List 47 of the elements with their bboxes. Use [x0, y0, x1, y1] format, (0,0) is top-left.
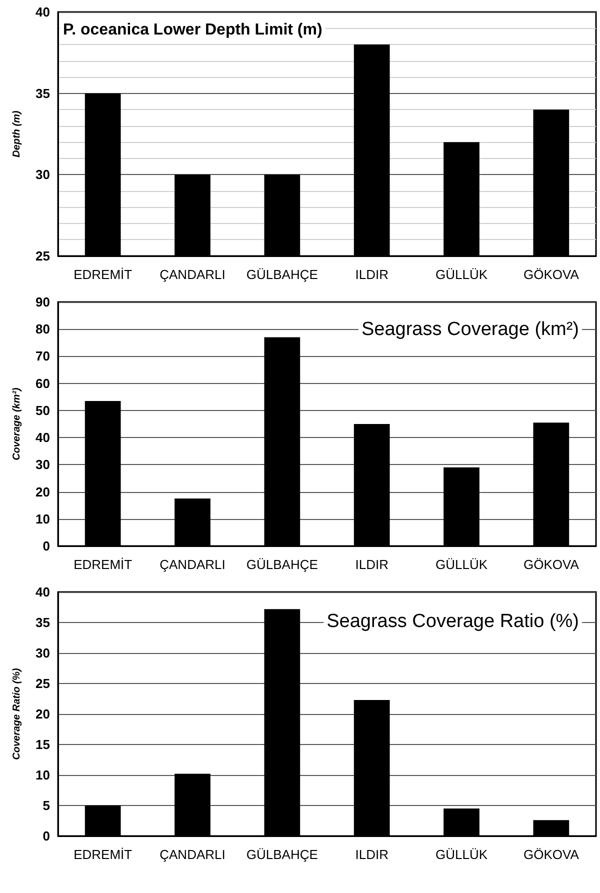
y-tick-label: 40 [36, 584, 50, 600]
x-tick-label: EDREMİT [74, 557, 132, 572]
y-tick-label: 0 [42, 538, 50, 554]
y-tick-label: 10 [36, 511, 50, 526]
x-tick-label: GÜLLÜK [435, 557, 488, 572]
y-tick-label: 70 [36, 348, 50, 364]
y-tick-label: 90 [36, 294, 50, 310]
y-tick-label: 25 [36, 248, 50, 264]
y-tick-label: 25 [36, 676, 50, 691]
y-tick-label: 40 [36, 430, 50, 446]
x-tick-label: ÇANDARLI [160, 557, 226, 572]
x-tick-label: GÖKOVA [523, 847, 580, 862]
x-tick-label: EDREMİT [74, 267, 132, 282]
x-tick-label: ILDIR [355, 847, 388, 862]
y-tick-label: 80 [36, 322, 50, 337]
y-tick-label: 35 [36, 615, 50, 630]
x-tick-label: EDREMİT [74, 847, 132, 862]
x-tick-label: GÜLLÜK [435, 847, 488, 862]
y-tick-label: 20 [36, 484, 50, 500]
y-tick-label: 5 [42, 798, 50, 813]
y-axis-title: Depth (m) [12, 110, 22, 158]
x-tick-label: ÇANDARLI [160, 267, 226, 282]
y-tick-label: 30 [36, 457, 50, 472]
y-tick-label: 60 [36, 376, 50, 391]
y-tick-label: 35 [36, 86, 50, 101]
text: Seagrass Coverage (km²) [361, 319, 580, 340]
text: Seagrass Coverage Ratio (%) [326, 611, 579, 632]
x-tick-label: ILDIR [355, 557, 388, 572]
x-tick-label: ÇANDARLI [160, 847, 226, 862]
x-tick-label: GÜLBAHÇE [246, 557, 318, 572]
y-tick-label: 30 [36, 167, 50, 182]
y-tick-label: 0 [42, 828, 50, 844]
x-tick-label: GÜLLÜK [435, 267, 488, 282]
x-tick-label: GÖKOVA [523, 267, 580, 282]
y-axis-title: Coverage (km²) [12, 386, 22, 460]
text: P. oceanica Lower Depth Limit (m) [63, 22, 322, 38]
x-tick-label: GÜLBAHÇE [246, 267, 318, 282]
y-tick-label: 10 [36, 768, 50, 782]
y-tick-label: 40 [36, 4, 50, 20]
y-tick-label: 15 [36, 737, 50, 752]
y-tick-label: 50 [36, 402, 50, 418]
y-axis-title: Coverage Ratio (%) [12, 667, 22, 760]
x-tick-label: GÖKOVA [523, 557, 580, 572]
x-tick-label: GÜLBAHÇE [246, 847, 318, 862]
y-tick-label: 30 [36, 646, 50, 660]
y-tick-label: 20 [36, 706, 50, 722]
x-tick-label: ILDIR [355, 267, 388, 282]
